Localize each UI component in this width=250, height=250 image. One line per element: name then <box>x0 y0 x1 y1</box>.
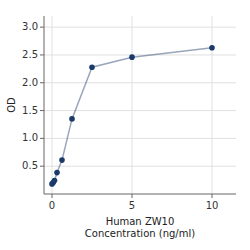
tick-mark <box>40 82 44 83</box>
x-axis-line <box>44 194 236 195</box>
grid-line <box>44 166 236 167</box>
grid-line <box>44 110 236 111</box>
tick-mark <box>40 27 44 28</box>
point <box>209 45 215 51</box>
tick-label: 2.5 <box>22 49 38 60</box>
point <box>52 178 58 184</box>
grid-line <box>52 16 53 194</box>
grid-line <box>44 82 236 83</box>
tick-label: 1.0 <box>22 132 38 143</box>
tick-label: 3.0 <box>22 21 38 32</box>
tick-mark <box>40 166 44 167</box>
grid-line <box>44 138 236 139</box>
tick-mark <box>52 194 53 198</box>
point <box>59 157 65 163</box>
axes: 0.5 1.0 1.5 2.0 2.5 3.0 0 5 10 <box>22 16 236 211</box>
tick-label: 0 <box>49 200 55 211</box>
tick-mark <box>212 194 213 198</box>
grid-line <box>44 54 236 55</box>
chart: 0.5 1.0 1.5 2.0 2.5 3.0 0 5 10 Human ZW10Concentr… <box>0 0 250 250</box>
point <box>129 54 135 60</box>
x-axis-label: Human ZW10Concentration (ng/ml) <box>85 216 195 239</box>
series <box>49 45 215 187</box>
tick-label: 2.0 <box>22 77 38 88</box>
y-axis-line <box>44 16 45 194</box>
tick-mark <box>40 138 44 139</box>
point <box>54 170 60 176</box>
grid-line <box>212 16 213 194</box>
tick-mark <box>40 110 44 111</box>
tick-label: 10 <box>206 200 219 211</box>
tick-label: 0.5 <box>22 160 38 171</box>
grid <box>44 16 236 194</box>
tick-label: 5 <box>129 200 135 211</box>
point <box>69 116 75 122</box>
line <box>52 48 212 184</box>
tick-label: 1.5 <box>22 105 38 116</box>
grid-line <box>132 16 133 194</box>
point <box>89 64 95 70</box>
grid-line <box>44 27 236 28</box>
tick-mark <box>40 54 44 55</box>
tick-mark <box>132 194 133 198</box>
y-axis-label: OD <box>6 97 17 113</box>
